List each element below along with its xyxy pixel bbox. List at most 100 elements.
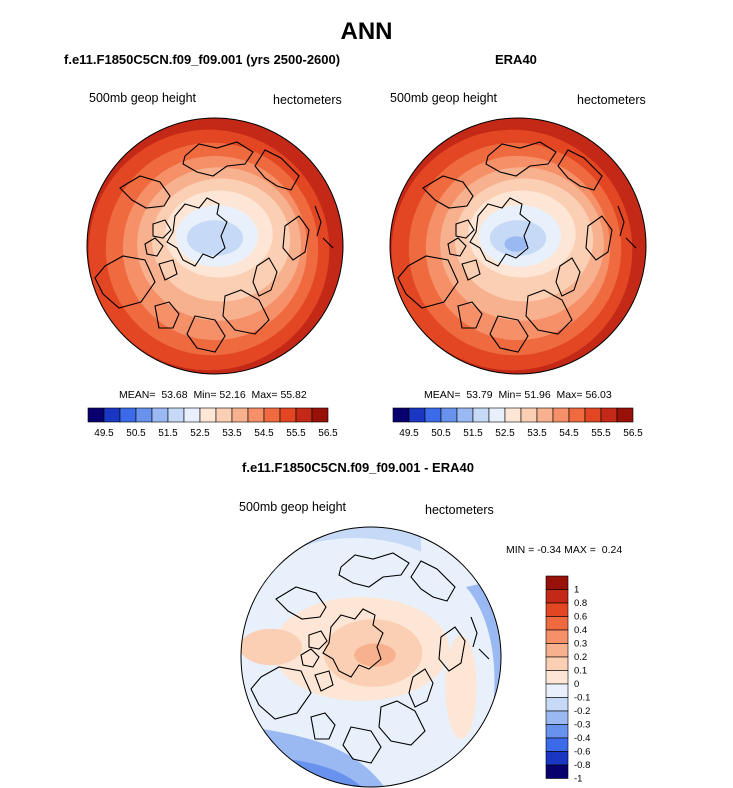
panel-1-title: f.e11.F1850C5CN.f09_f09.001 (yrs 2500-26… <box>64 52 341 67</box>
colorbar-model-tick-4: 53.5 <box>222 428 242 439</box>
colorbar-diff-box-12 <box>545 737 569 752</box>
colorbar-era40-box-2 <box>424 407 442 423</box>
diff-title: f.e11.F1850C5CN.f09_f09.001 - ERA40 <box>242 460 474 475</box>
colorbar-diff-box-4 <box>545 629 569 644</box>
colorbar-model-tick-2: 51.5 <box>158 428 178 439</box>
panel-2-variable: 500mb geop height <box>390 91 498 105</box>
panel-1-max: 55.82 <box>280 389 307 401</box>
colorbar-era40-tick-6: 55.5 <box>591 428 611 439</box>
colorbar-model-box-8 <box>215 407 233 423</box>
colorbar-model-box-5 <box>167 407 185 423</box>
colorbar-era40-tick-7: 56.5 <box>623 428 643 439</box>
colorbar-model-box-1 <box>103 407 121 423</box>
colorbar-diff-box-8 <box>545 683 569 698</box>
colorbar-model-tick-7: 56.5 <box>318 428 338 439</box>
colorbar-diff-box-13 <box>545 751 569 766</box>
panel-1-stats: MEAN= 53.68 Min= 52.16 Max= 55.82 <box>119 389 307 401</box>
colorbar-model-box-7 <box>199 407 217 423</box>
colorbar-model-box-9 <box>231 407 249 423</box>
colorbar-diff-tick-4: 0.3 <box>574 639 587 650</box>
colorbar-era40-box-4 <box>456 407 474 423</box>
colorbar-diff-box-1 <box>545 589 569 604</box>
diff-stats: MIN = -0.34 MAX = 0.24 <box>506 544 622 556</box>
colorbar-model-box-12 <box>279 407 297 423</box>
map-diff-pos-02-west <box>241 628 303 666</box>
panel-1-mean: 53.68 <box>161 389 188 401</box>
diff-min-label: MIN = <box>506 544 535 556</box>
colorbar-era40-tick-3: 52.5 <box>495 428 515 439</box>
panel-2-max: 56.03 <box>585 389 612 401</box>
colorbar-diff-tick-10: -0.3 <box>574 720 590 731</box>
colorbar-era40-box-3 <box>440 407 458 423</box>
map-era40-band-515 <box>504 236 528 252</box>
colorbar-model-tick-6: 55.5 <box>286 428 306 439</box>
colorbar-era40-tick-4: 53.5 <box>527 428 547 439</box>
colorbar-era40-box-8 <box>520 407 538 423</box>
map-model <box>87 118 343 374</box>
colorbar-era40-box-11 <box>568 407 586 423</box>
panel-2-max-label: Max= <box>556 389 583 401</box>
colorbar-diff-box-14 <box>545 764 569 779</box>
panel-1-units: hectometers <box>273 93 342 107</box>
colorbar-era40-tick-0: 49.5 <box>399 428 419 439</box>
colorbar-diff: 1 0.8 0.6 0.4 0.3 0.2 0.1 0 -0.1 -0.2 -0.3 -0.4 -0.6… <box>545 575 590 785</box>
colorbar-diff-box-3 <box>545 616 569 631</box>
colorbar-era40-box-13 <box>600 407 618 423</box>
colorbar-model-tick-1: 50.5 <box>126 428 146 439</box>
colorbar-diff-tick-6: 0.1 <box>574 666 587 677</box>
colorbar-diff-tick-0: 1 <box>574 585 579 596</box>
panel-2-min: 51.96 <box>524 389 551 401</box>
colorbar-model-tick-0: 49.5 <box>94 428 114 439</box>
colorbar-diff-tick-1: 0.8 <box>574 598 587 609</box>
panel-2-min-label: Min= <box>498 389 522 401</box>
colorbar-era40-box-5 <box>472 407 490 423</box>
map-era40 <box>390 118 646 374</box>
panel-1-mean-label: MEAN= <box>119 389 156 401</box>
map-diff <box>241 527 501 787</box>
colorbar-diff-tick-7: 0 <box>574 679 579 690</box>
map-model-band-52 <box>186 220 244 256</box>
colorbar-diff-tick-12: -0.6 <box>574 747 590 758</box>
colorbar-diff-box-0 <box>545 575 569 590</box>
diff-min: -0.34 <box>537 544 562 556</box>
diff-units: hectometers <box>425 503 494 517</box>
map-era40-border <box>389 117 647 375</box>
panel-1-min-label: Min= <box>193 389 217 401</box>
colorbar-diff-tick-11: -0.4 <box>574 733 590 744</box>
colorbar-diff-tick-8: -0.1 <box>574 693 590 704</box>
map-diff-pos-03 <box>354 643 396 667</box>
map-model-border <box>86 117 344 375</box>
colorbar-diff-box-5 <box>545 643 569 658</box>
panel-2-units: hectometers <box>577 93 646 107</box>
colorbar-model-box-4 <box>151 407 169 423</box>
colorbar-model: 49.5 50.5 51.5 52.5 53.5 54.5 55.5 56.5 <box>87 407 338 439</box>
panel-2-stats: MEAN= 53.79 Min= 51.96 Max= 56.03 <box>424 389 612 401</box>
colorbar-model-tick-5: 54.5 <box>254 428 274 439</box>
panel-2-mean-label: MEAN= <box>424 389 461 401</box>
colorbar-era40-tick-1: 50.5 <box>431 428 451 439</box>
colorbar-model-box-6 <box>183 407 201 423</box>
map-diff-border <box>240 526 502 788</box>
colorbar-diff-tick-2: 0.6 <box>574 612 587 623</box>
diff-variable: 500mb geop height <box>239 500 347 514</box>
colorbar-diff-box-9 <box>545 697 569 712</box>
colorbar-model-box-14 <box>311 407 329 423</box>
colorbar-diff-box-2 <box>545 602 569 617</box>
colorbar-diff-tick-13: -0.8 <box>574 760 590 771</box>
colorbar-era40-box-7 <box>504 407 522 423</box>
panel-1-max-label: Max= <box>251 389 278 401</box>
colorbar-model-box-2 <box>119 407 137 423</box>
colorbar-diff-tick-14: -1 <box>574 774 582 785</box>
page-title: ANN <box>340 18 393 45</box>
colorbar-diff-tick-5: 0.2 <box>574 652 587 663</box>
colorbar-era40-box-9 <box>536 407 554 423</box>
colorbar-era40-box-6 <box>488 407 506 423</box>
colorbar-diff-tick-9: -0.2 <box>574 706 590 717</box>
colorbar-era40-box-0 <box>392 407 410 423</box>
diff-max-label: MAX = <box>564 544 596 556</box>
colorbar-model-box-10 <box>247 407 265 423</box>
panel-2-title: ERA40 <box>495 52 537 67</box>
colorbar-era40-box-14 <box>616 407 634 423</box>
colorbar-model-box-0 <box>87 407 105 423</box>
